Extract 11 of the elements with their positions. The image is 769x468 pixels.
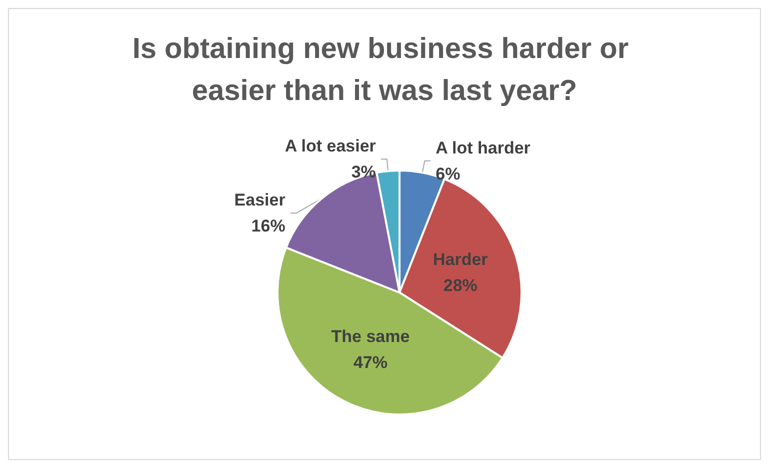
chart-title: Is obtaining new business harder or easier than it was last year?	[132, 33, 637, 107]
slice-label: The same	[331, 327, 410, 346]
data-label: 3%	[351, 162, 376, 182]
slice-label: Easier	[234, 190, 286, 210]
data-label: 28%	[443, 276, 478, 296]
data-label: 47%	[353, 353, 388, 372]
slice-label: Harder	[432, 250, 488, 270]
data-label: 16%	[251, 216, 286, 236]
data-label: 6%	[436, 164, 460, 184]
slice-label: A lot easier	[284, 136, 376, 156]
slice-label: A lot harder	[436, 138, 531, 158]
